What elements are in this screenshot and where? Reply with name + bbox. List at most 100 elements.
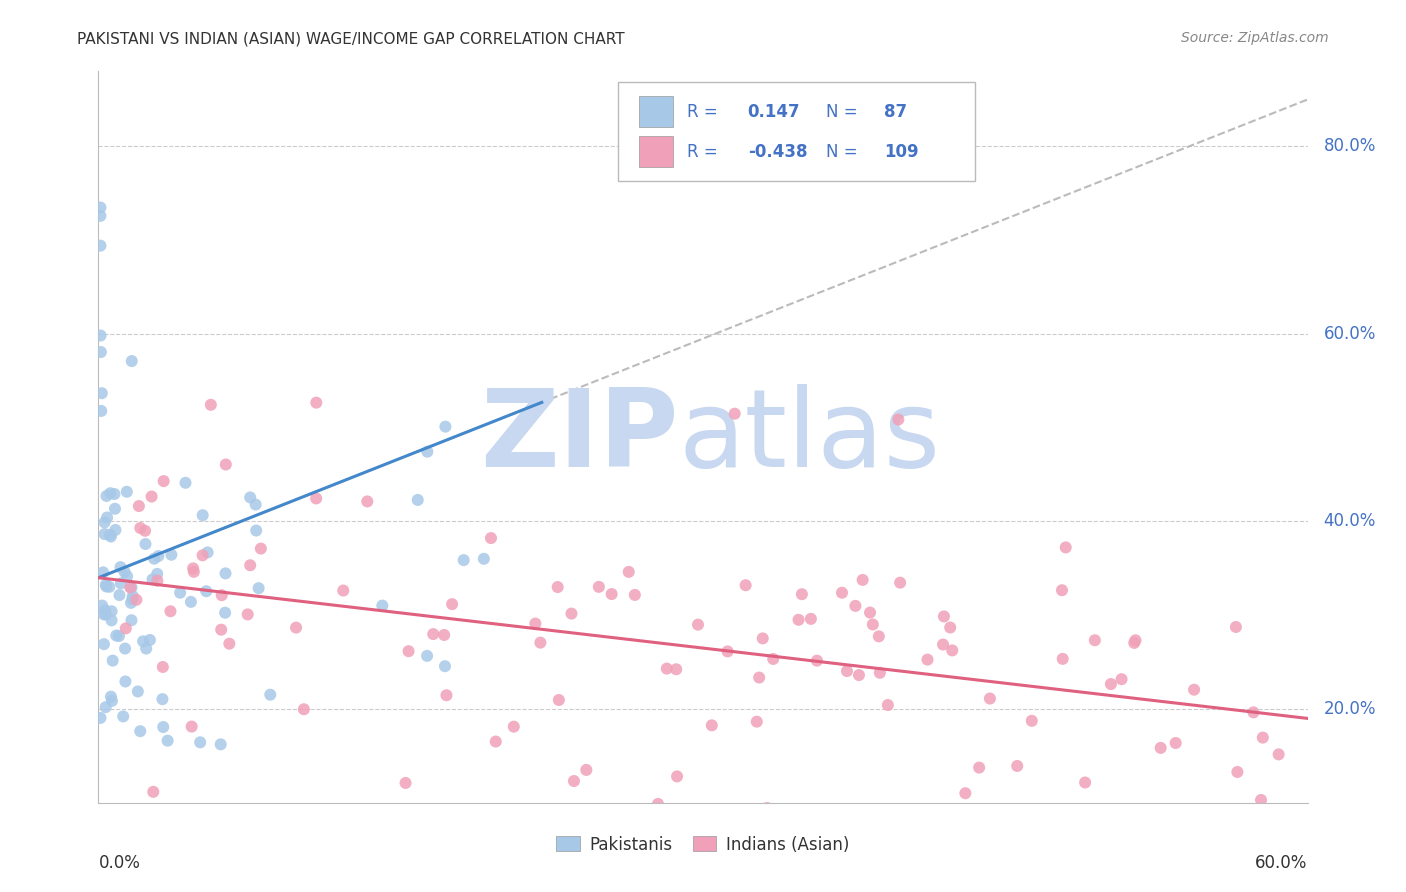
Point <box>110 560 132 574</box>
Point <box>436 688 458 702</box>
Point <box>398 644 420 658</box>
Point <box>472 551 495 566</box>
Point <box>560 607 582 621</box>
Point <box>889 575 911 590</box>
Point <box>416 444 439 458</box>
Point <box>160 548 183 562</box>
Text: -0.438: -0.438 <box>748 143 807 161</box>
Point <box>108 588 131 602</box>
Point <box>100 604 122 618</box>
Point <box>134 537 156 551</box>
Text: ZIP: ZIP <box>481 384 679 490</box>
Point <box>292 702 315 716</box>
Point <box>1123 636 1146 650</box>
Point <box>90 328 112 343</box>
Point <box>356 494 378 508</box>
Point <box>121 592 143 607</box>
Point <box>981 815 1004 830</box>
Text: 20.0%: 20.0% <box>1323 700 1376 718</box>
Point <box>169 585 191 599</box>
Point <box>485 734 508 748</box>
Point <box>148 549 170 563</box>
Text: 40.0%: 40.0% <box>1323 513 1376 531</box>
Point <box>394 776 416 790</box>
Point <box>121 581 143 595</box>
Point <box>547 693 569 707</box>
Point <box>787 613 810 627</box>
Legend: Pakistanis, Indians (Asian): Pakistanis, Indians (Asian) <box>550 829 856 860</box>
Point <box>89 711 111 725</box>
Point <box>152 660 174 674</box>
Point <box>1084 633 1107 648</box>
Point <box>115 484 138 499</box>
Point <box>748 671 770 685</box>
Point <box>96 580 118 594</box>
Point <box>132 634 155 648</box>
Point <box>406 492 429 507</box>
Point <box>89 209 111 223</box>
Point <box>600 587 623 601</box>
Point <box>120 596 142 610</box>
Point <box>1150 740 1173 755</box>
Point <box>114 674 136 689</box>
Point <box>100 690 122 704</box>
Point <box>93 607 115 622</box>
Point <box>239 558 262 573</box>
Point <box>90 345 112 359</box>
Point <box>665 662 688 676</box>
Point <box>852 573 875 587</box>
Point <box>1243 706 1265 720</box>
Point <box>214 606 236 620</box>
Point <box>125 592 148 607</box>
Point <box>745 714 768 729</box>
Point <box>932 609 955 624</box>
Point <box>686 617 709 632</box>
FancyBboxPatch shape <box>638 136 673 167</box>
Point <box>218 637 240 651</box>
Point <box>848 668 870 682</box>
FancyBboxPatch shape <box>619 82 976 181</box>
Text: 60.0%: 60.0% <box>1256 855 1308 872</box>
Point <box>195 584 218 599</box>
Point <box>831 585 853 599</box>
Point <box>1250 793 1272 807</box>
Point <box>647 797 669 811</box>
Point <box>1182 682 1205 697</box>
Point <box>91 566 114 580</box>
Point <box>135 641 157 656</box>
Text: N =: N = <box>827 143 863 161</box>
Point <box>214 566 236 581</box>
Point <box>96 510 118 524</box>
Point <box>209 623 232 637</box>
Point <box>305 395 328 409</box>
Point <box>96 489 118 503</box>
Point <box>588 580 610 594</box>
Point <box>887 412 910 426</box>
Point <box>762 652 785 666</box>
Point <box>655 662 678 676</box>
Point <box>94 607 117 622</box>
Point <box>209 737 232 751</box>
Point <box>259 688 281 702</box>
Point <box>103 487 125 501</box>
Point <box>790 587 813 601</box>
Point <box>104 501 127 516</box>
Point <box>422 627 444 641</box>
Point <box>89 238 111 252</box>
Point <box>941 643 963 657</box>
Point <box>835 664 858 678</box>
Point <box>245 524 267 538</box>
Point <box>159 604 181 618</box>
Point <box>453 553 475 567</box>
Point <box>191 508 214 523</box>
Text: R =: R = <box>688 143 723 161</box>
Point <box>547 580 569 594</box>
Point <box>868 629 890 643</box>
Point <box>416 648 439 663</box>
Point <box>245 498 267 512</box>
Point <box>1054 541 1077 555</box>
Point <box>751 632 773 646</box>
Point <box>1267 747 1289 762</box>
Point <box>1125 633 1147 648</box>
Point <box>141 490 163 504</box>
